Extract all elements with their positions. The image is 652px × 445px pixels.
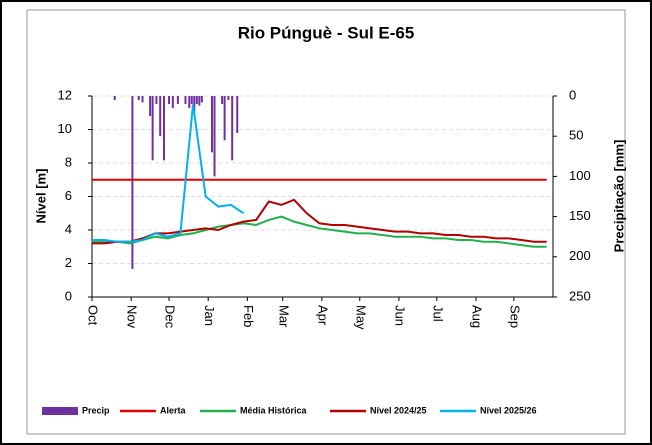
precip-bar [236,96,239,133]
y2-tick-label: 0 [569,87,576,102]
precip-bar [113,96,116,101]
legend-label: Média Histórica [240,405,308,415]
precip-bar [159,96,162,137]
precip-bar [200,96,203,103]
y-tick-label: 12 [58,87,72,102]
x-tick-label: Apr [315,305,330,326]
precip-bar [155,96,158,105]
precip-bar [210,96,213,153]
y2-tick-label: 100 [569,168,591,183]
chart-title: Rio Púnguè - Sul E-65 [238,23,415,42]
series-line [92,215,547,248]
x-tick-label: Aug [470,305,485,328]
precip-bar [223,96,226,141]
x-tick-label: Jan [202,305,217,326]
precip-bar [149,96,152,117]
x-tick-label: May [353,305,368,330]
legend-label: Alerta [160,405,187,415]
legend-label: Precip [82,405,110,415]
y-tick-label: 4 [65,221,72,236]
y-tick-label: 10 [58,121,72,136]
precip-bar [198,96,201,106]
precip-bar [193,96,196,113]
precip-bar [168,96,171,105]
x-tick-label: Jul [430,305,445,322]
y2-tick-label: 150 [569,208,591,223]
y2-tick-label: 200 [569,248,591,263]
legend-label: Nível 2025/26 [480,405,537,415]
precip-bar [195,96,198,105]
x-tick-label: Nov [125,305,140,329]
precip-bar [213,96,216,177]
precip-bar [151,96,154,161]
y2-tick-label: 50 [569,128,583,143]
legend-label: Nível 2024/25 [370,405,427,415]
x-tick-label: Sep [507,305,522,328]
precip-bar [171,96,174,109]
series-line [92,104,245,243]
y-tick-label: 8 [65,154,72,169]
precip-bar [184,96,187,105]
precip-bar [221,96,224,105]
precip-bar [231,96,234,161]
x-tick-label: Mar [276,305,291,328]
precip-bar [137,96,140,101]
chart-frame [26,9,626,435]
precip-bar [131,96,134,269]
precip-bar [188,96,191,109]
precip-bar [190,96,193,105]
y-tick-label: 0 [65,288,72,303]
y-axis-label: Nível [m] [33,169,48,224]
x-tick-label: Feb [241,305,256,327]
y-tick-label: 2 [65,255,72,270]
precip-bar [162,96,165,161]
y2-tick-label: 250 [569,288,591,303]
x-tick-label: Dec [163,305,178,329]
precip-bar [141,96,144,103]
precip-bar [176,96,179,105]
x-tick-label: Jun [392,305,407,326]
x-tick-label: Oct [86,305,101,326]
series-line [92,198,547,245]
legend-swatch [42,407,78,415]
precip-bar [227,96,230,101]
y2-axis-label: Precipitação [mm] [611,140,626,253]
y-tick-label: 6 [65,188,72,203]
